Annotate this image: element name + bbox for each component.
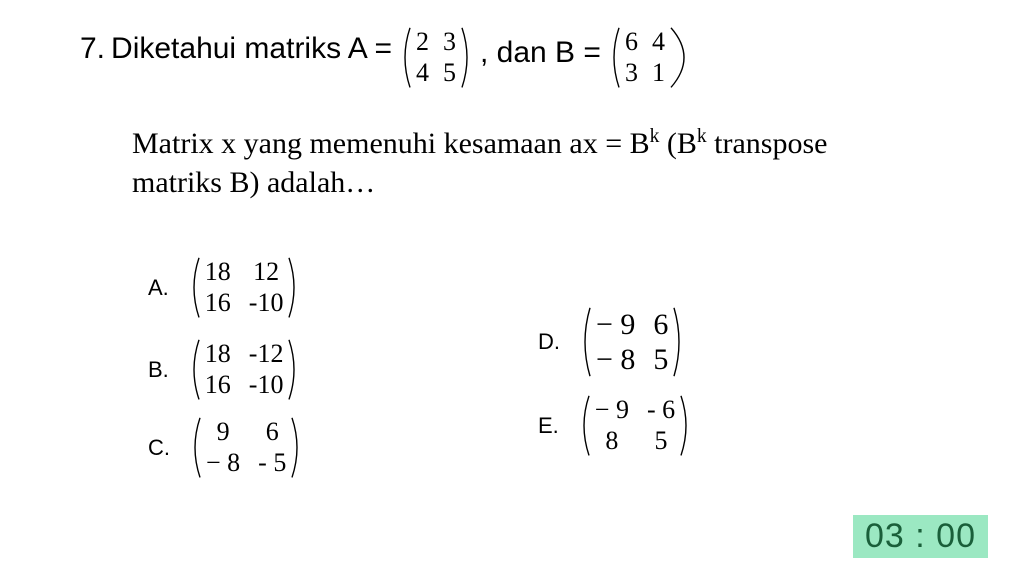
paren-right-icon (460, 26, 474, 89)
option-D-matrix: − 9 6 − 8 5 (578, 306, 686, 378)
body-text: matriks B) adalah… (132, 166, 375, 199)
superscript: k (650, 126, 660, 147)
option-C-matrix: 9 6 − 8 - 5 (188, 416, 304, 479)
matrix-A: 2 3 4 5 (398, 26, 474, 89)
matrix-cell: − 8 (596, 343, 635, 376)
slide: 7. Diketahui matriks A = 2 3 4 5 , dan B… (0, 0, 1024, 576)
option-label: B. (148, 357, 169, 383)
option-E[interactable]: E. − 9 - 6 8 5 (538, 394, 693, 457)
option-B-matrix: 18 -12 16 -10 (187, 338, 302, 401)
paren-left-icon (187, 256, 201, 319)
question-prefix: Diketahui matriks A = (111, 32, 392, 66)
paren-left-icon (398, 26, 412, 89)
matrix-cell: -10 (249, 371, 284, 400)
matrix-cell: 12 (253, 258, 279, 287)
paren-left-icon (607, 26, 621, 89)
matrix-cell: 6 (625, 28, 638, 57)
paren-right-icon (679, 394, 693, 457)
question-number: 7. (80, 32, 105, 66)
matrix-cell: 2 (416, 28, 429, 57)
paren-right-icon (669, 26, 699, 89)
matrix-cell: 5 (655, 427, 668, 456)
paren-right-icon (287, 338, 301, 401)
option-label: D. (538, 329, 560, 355)
matrix-cell: 4 (416, 59, 429, 88)
option-C[interactable]: C. 9 6 − 8 - 5 (148, 416, 304, 479)
matrix-cell: − 9 (596, 308, 635, 341)
body-text: transpose (707, 127, 828, 160)
matrix-cell: 8 (605, 427, 618, 456)
option-A[interactable]: A. 18 12 16 -10 (148, 256, 301, 319)
paren-right-icon (287, 256, 301, 319)
matrix-cell: 3 (625, 59, 638, 88)
matrix-cell: 18 (205, 258, 231, 287)
matrix-cell: 6 (653, 308, 668, 341)
option-E-matrix: − 9 - 6 8 5 (577, 394, 693, 457)
matrix-cell: 1 (652, 59, 665, 88)
option-D[interactable]: D. − 9 6 − 8 5 (538, 306, 686, 378)
matrix-cell: -12 (249, 340, 284, 369)
matrix-cell: − 9 (595, 396, 629, 425)
paren-left-icon (578, 306, 592, 378)
matrix-cell: - 5 (258, 449, 286, 478)
matrix-cell: − 8 (206, 449, 240, 478)
body-text: (B (659, 127, 697, 160)
matrix-B: 6 4 3 1 (607, 26, 699, 89)
paren-right-icon (290, 416, 304, 479)
matrix-cell: -10 (249, 289, 284, 318)
option-A-matrix: 18 12 16 -10 (187, 256, 302, 319)
paren-right-icon (672, 306, 686, 378)
paren-left-icon (187, 338, 201, 401)
matrix-cell: 4 (652, 28, 665, 57)
matrix-cell: 5 (653, 343, 668, 376)
body-text: Matrix x yang memenuhi kesamaan ax = B (132, 127, 650, 160)
matrix-cell: 3 (443, 28, 456, 57)
matrix-cell: 5 (443, 59, 456, 88)
option-label: E. (538, 413, 559, 439)
paren-left-icon (577, 394, 591, 457)
matrix-cell: 6 (266, 418, 279, 447)
matrix-cell: 18 (205, 340, 231, 369)
paren-left-icon (188, 416, 202, 479)
matrix-cell: 16 (205, 289, 231, 318)
matrix-cell: 16 (205, 371, 231, 400)
option-label: C. (148, 435, 170, 461)
option-label: A. (148, 275, 169, 301)
question-line1: 7. Diketahui matriks A = 2 3 4 5 , dan B… (80, 32, 964, 95)
question-mid: , dan B = (480, 36, 601, 70)
superscript: k (697, 126, 707, 147)
option-B[interactable]: B. 18 -12 16 -10 (148, 338, 301, 401)
matrix-cell: - 6 (647, 396, 675, 425)
question-body: Matrix x yang memenuhi kesamaan ax = Bk … (132, 125, 952, 202)
timer-badge: 03 : 00 (853, 515, 988, 558)
matrix-cell: 9 (217, 418, 230, 447)
